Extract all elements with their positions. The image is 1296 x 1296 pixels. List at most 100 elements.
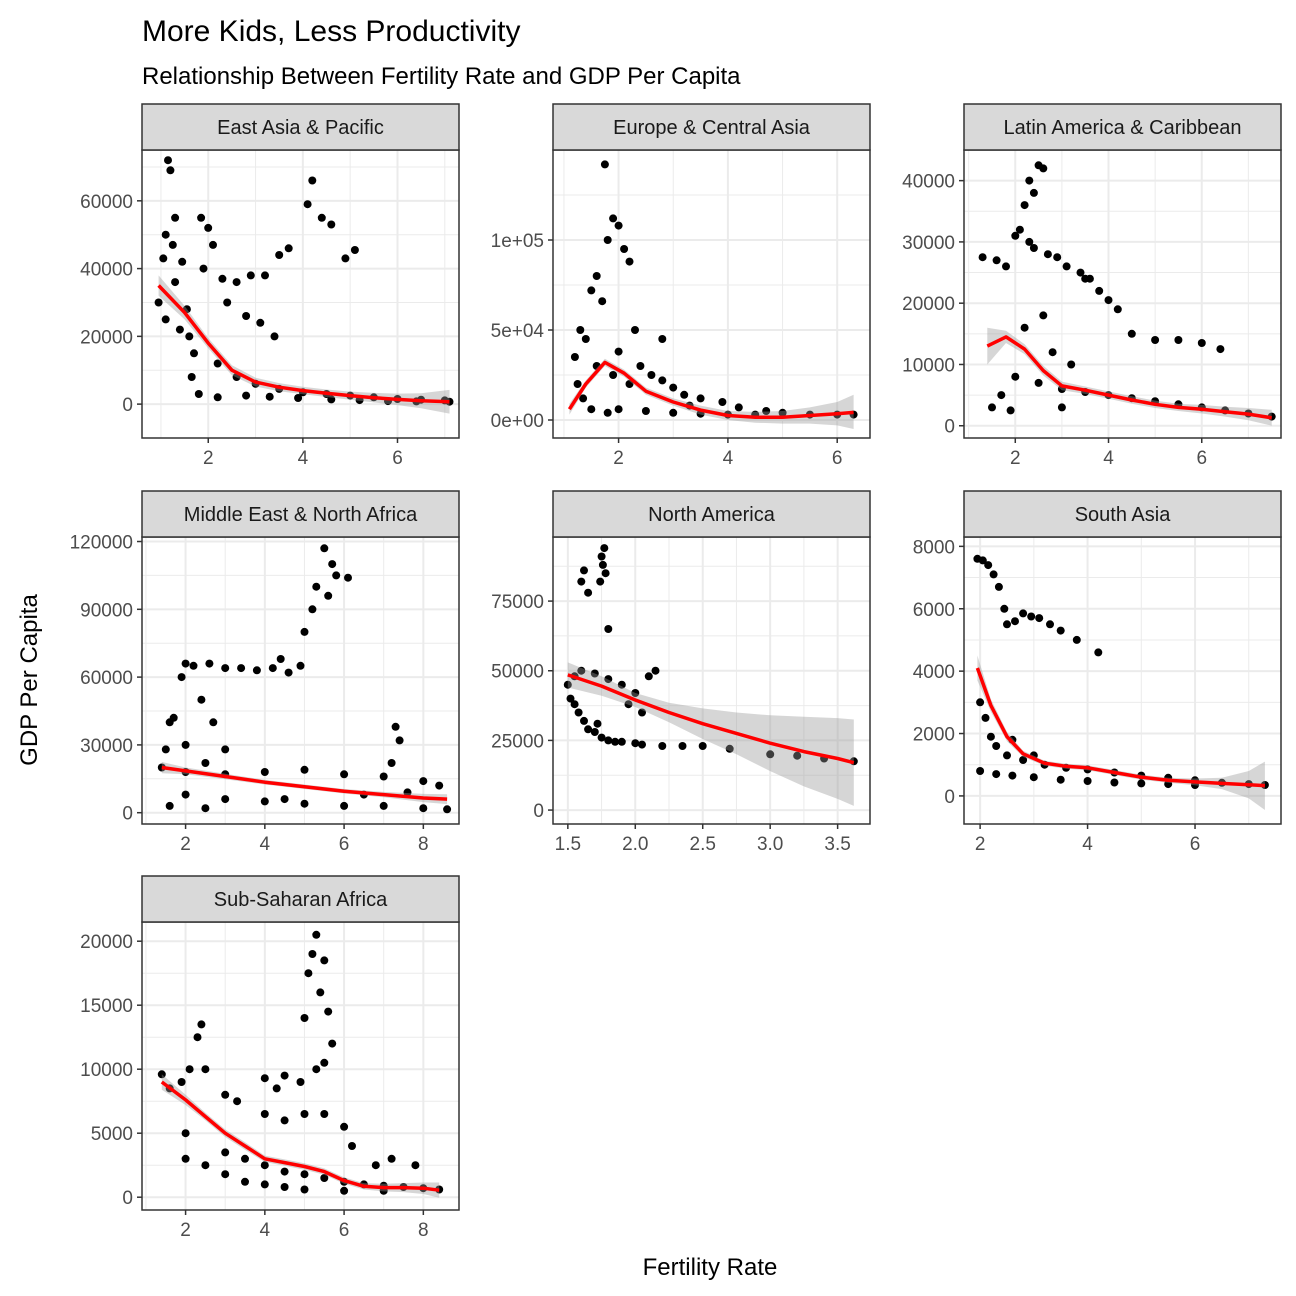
data-point xyxy=(579,394,588,403)
data-point xyxy=(164,156,172,165)
facet-strip-label: East Asia & Pacific xyxy=(217,117,384,139)
data-point xyxy=(284,244,293,253)
panel-background xyxy=(964,537,1281,824)
data-point xyxy=(1048,348,1057,357)
data-point xyxy=(161,745,170,754)
data-point xyxy=(294,394,303,402)
data-point xyxy=(268,664,277,673)
x-tick-label: 2 xyxy=(180,834,191,855)
smooth-trend-line xyxy=(975,667,1265,788)
data-point xyxy=(600,160,609,169)
data-point xyxy=(443,805,452,814)
y-axis-title: GDP Per Capita xyxy=(16,594,43,766)
data-point xyxy=(241,1154,249,1163)
data-point xyxy=(1027,612,1036,621)
data-point xyxy=(260,1161,269,1170)
data-point xyxy=(658,335,667,343)
data-point xyxy=(1083,777,1092,785)
data-point xyxy=(1046,620,1054,629)
data-point xyxy=(992,770,1001,779)
data-point xyxy=(597,552,606,561)
data-point xyxy=(1029,244,1038,252)
data-point xyxy=(1056,626,1065,635)
data-point xyxy=(350,246,359,254)
data-point xyxy=(1011,231,1020,240)
data-point xyxy=(190,349,198,358)
confidence-band xyxy=(567,662,854,806)
data-point xyxy=(213,359,222,368)
data-point xyxy=(1127,329,1136,338)
y-tick-label: 0 xyxy=(122,395,133,416)
data-point xyxy=(201,804,210,813)
data-point xyxy=(197,213,206,222)
data-point xyxy=(978,253,987,262)
data-point xyxy=(997,391,1006,400)
y-tick-label: 15000 xyxy=(80,996,133,1017)
data-point xyxy=(221,1148,230,1157)
data-point xyxy=(590,669,599,678)
data-point xyxy=(601,569,610,578)
data-point xyxy=(577,666,586,675)
y-tick-label: 0 xyxy=(533,801,544,822)
data-point xyxy=(1137,779,1146,788)
plot-layer xyxy=(154,156,454,414)
data-point xyxy=(221,745,230,754)
grid-lines xyxy=(142,922,459,1210)
y-tick-label: 10000 xyxy=(902,355,955,376)
data-point xyxy=(669,383,678,392)
data-point xyxy=(233,1097,242,1106)
data-point xyxy=(175,325,184,334)
y-tick-label: 30000 xyxy=(80,736,133,757)
x-tick-label: 8 xyxy=(418,834,429,855)
plot-layer xyxy=(978,161,1276,426)
data-point xyxy=(252,666,261,675)
data-point xyxy=(580,716,588,725)
data-point xyxy=(636,362,645,370)
x-tick-label: 6 xyxy=(1190,834,1201,855)
data-point xyxy=(300,1110,309,1118)
data-point xyxy=(1020,201,1029,210)
y-tick-label: 0e+00 xyxy=(491,411,544,432)
panel-background xyxy=(964,150,1281,438)
data-point xyxy=(651,666,660,675)
data-point xyxy=(320,544,329,553)
data-point xyxy=(1006,406,1015,415)
x-tick-label: 4 xyxy=(260,1220,271,1241)
data-point xyxy=(1110,778,1119,787)
y-tick-label: 4000 xyxy=(913,662,955,683)
data-point xyxy=(308,950,317,958)
data-point xyxy=(988,403,996,412)
data-point xyxy=(209,718,218,727)
y-tick-label: 30000 xyxy=(902,233,955,254)
y-tick-label: 50000 xyxy=(491,662,544,683)
data-point xyxy=(344,573,352,582)
data-point xyxy=(379,772,388,781)
x-tick-label: 4 xyxy=(1082,834,1093,855)
data-point xyxy=(614,347,623,356)
data-point xyxy=(387,1154,396,1163)
facet-strip-label: Europe & Central Asia xyxy=(613,117,811,139)
facet-strip-label: South Asia xyxy=(1075,504,1172,526)
data-point xyxy=(1216,345,1225,354)
y-tick-label: 120000 xyxy=(70,533,133,554)
data-point xyxy=(209,240,217,249)
data-point xyxy=(218,274,227,283)
data-point xyxy=(604,736,613,745)
data-point xyxy=(242,391,251,400)
chart-subtitle: Relationship Between Fertility Rate and … xyxy=(142,63,741,90)
x-tick-label: 4 xyxy=(1103,448,1114,469)
data-point xyxy=(986,732,995,741)
data-point xyxy=(171,278,180,287)
data-point xyxy=(340,1122,349,1131)
panel-background xyxy=(142,922,459,1210)
data-point xyxy=(340,1186,349,1195)
data-point xyxy=(587,405,596,414)
facet-strip-label: Latin America & Caribbean xyxy=(1004,117,1242,139)
data-point xyxy=(1095,286,1104,295)
y-tick-label: 5e+04 xyxy=(491,321,545,342)
x-tick-label: 4 xyxy=(260,834,271,855)
data-point xyxy=(177,673,186,682)
data-point xyxy=(976,767,985,775)
data-point xyxy=(213,393,222,402)
data-point xyxy=(604,625,613,633)
